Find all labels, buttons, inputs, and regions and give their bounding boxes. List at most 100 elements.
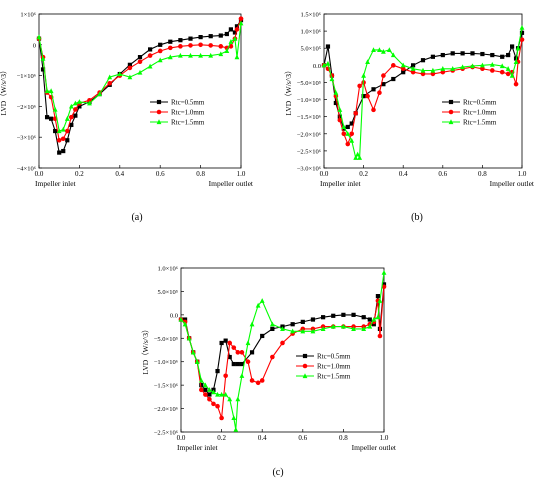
y-axis-label: LVD（W/s^3） [141, 325, 150, 374]
data-point [69, 122, 74, 127]
data-point [353, 110, 358, 116]
data-point [329, 76, 335, 82]
data-point [341, 323, 346, 329]
data-point [198, 42, 203, 48]
data-point [186, 335, 192, 341]
series-line [180, 272, 385, 430]
data-point [381, 73, 386, 78]
data-point [480, 66, 485, 72]
data-point [255, 302, 261, 308]
data-point [57, 150, 62, 155]
data-point [228, 27, 233, 32]
data-point [65, 138, 70, 143]
y-tick-label: −1.5×10⁶ [297, 114, 321, 121]
y-tick-label: −2.5×10⁶ [297, 148, 321, 155]
data-point [260, 333, 265, 339]
data-point [381, 284, 387, 290]
data-point [219, 340, 224, 346]
data-point [357, 83, 362, 89]
data-point [375, 294, 381, 299]
data-point [401, 70, 406, 75]
data-point [77, 99, 82, 104]
data-point [178, 52, 183, 58]
data-point [365, 93, 370, 99]
data-point [411, 63, 416, 68]
data-point [280, 340, 285, 346]
data-point [87, 97, 92, 103]
data-point [337, 114, 342, 119]
data-point [310, 328, 316, 334]
data-point [127, 74, 133, 80]
y-axis-label: LVD（W/s^3） [0, 66, 8, 115]
data-point [371, 322, 376, 327]
y-tick-label: 5.0×10⁵ [157, 289, 178, 296]
data-point [44, 115, 50, 120]
data-point [249, 321, 255, 327]
data-point [232, 30, 238, 35]
panel-label-b: (b) [411, 212, 423, 223]
data-point [218, 51, 224, 57]
data-point [234, 27, 240, 32]
data-point [223, 373, 228, 379]
data-point [509, 72, 515, 78]
data-point [513, 81, 519, 87]
legend-marker [448, 99, 454, 105]
data-point [215, 391, 220, 397]
data-point [357, 155, 363, 160]
data-point [208, 52, 214, 58]
y-tick-label: 5.0×10⁵ [300, 46, 321, 53]
legend-marker [156, 119, 162, 125]
data-point [440, 52, 445, 58]
data-point [290, 328, 296, 334]
data-point [168, 45, 173, 51]
y-tick-label: 1.0×10⁶ [157, 266, 178, 273]
x-axis-label-outlet: Impeller outlet [352, 443, 397, 452]
data-point [386, 47, 392, 53]
data-point [270, 326, 275, 332]
data-point [107, 81, 112, 86]
data-point [199, 383, 204, 388]
data-point [300, 319, 305, 324]
data-point [290, 322, 295, 327]
data-point [199, 387, 204, 393]
data-point [147, 63, 153, 69]
legend-label: Rtc=1.5mm [171, 119, 205, 127]
data-point [490, 52, 495, 58]
x-tick-label: 0.0 [35, 170, 44, 178]
y-tick-label: −3×10⁶ [17, 135, 36, 142]
data-point [208, 43, 213, 48]
plot-frame [323, 13, 523, 169]
legend-marker [302, 373, 308, 379]
y-tick-label: −1×10⁶ [17, 73, 36, 80]
data-point [239, 350, 245, 355]
data-point [377, 333, 383, 339]
data-point [489, 61, 495, 67]
data-point [56, 128, 62, 134]
data-point [351, 326, 356, 332]
x-tick-label: 0.2 [217, 434, 226, 442]
data-point [211, 401, 216, 407]
legend-marker [302, 353, 308, 359]
data-point [505, 66, 511, 71]
data-point [430, 71, 436, 77]
data-point [56, 137, 62, 143]
data-point [234, 24, 240, 29]
data-point [400, 62, 406, 68]
data-point [235, 350, 241, 355]
data-point [381, 269, 387, 275]
data-point [188, 36, 193, 41]
data-point [377, 47, 382, 53]
data-point [361, 94, 366, 99]
data-point [310, 317, 316, 322]
data-point [505, 71, 511, 77]
plot-frame [38, 13, 242, 169]
data-point [44, 88, 50, 94]
legend-label: Rtc=0.5mm [317, 353, 351, 361]
data-point [49, 116, 54, 121]
data-point [365, 59, 370, 65]
data-point [64, 116, 70, 121]
data-point [245, 340, 251, 346]
x-tick-label: 0.0 [177, 434, 186, 442]
y-tick-label: 0.0 [313, 63, 321, 70]
data-point [410, 69, 416, 75]
